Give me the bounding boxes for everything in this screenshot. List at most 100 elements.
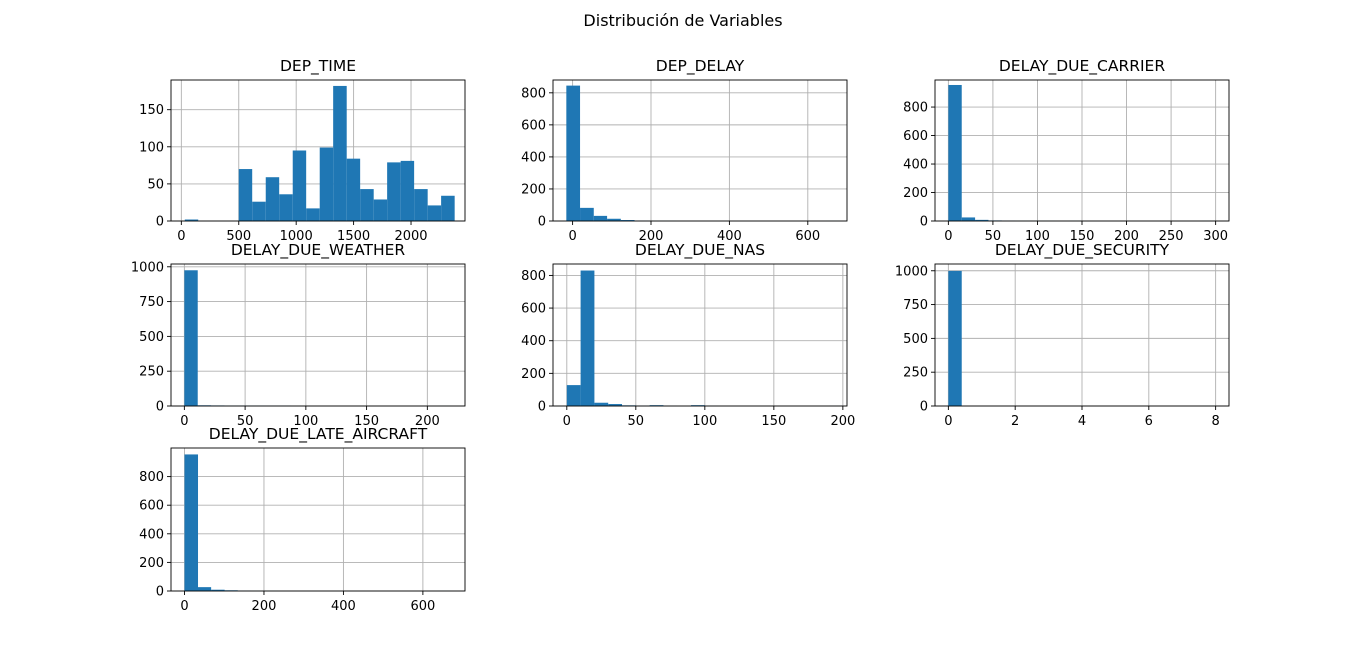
y-tick-label: 800 — [903, 101, 928, 116]
subplot-title: DELAY_DUE_WEATHER — [231, 241, 406, 260]
subplot-title: DEP_TIME — [280, 57, 356, 76]
histogram-bar — [580, 270, 595, 406]
y-tick-label: 400 — [521, 150, 546, 165]
histogram-bar — [400, 160, 415, 221]
y-tick-label: 500 — [139, 330, 164, 345]
x-tick-label: 0 — [944, 229, 952, 244]
subplot-title: DELAY_DUE_SECURITY — [995, 241, 1170, 260]
histogram-bar — [566, 385, 581, 406]
x-tick-label: 8 — [1211, 414, 1219, 429]
y-tick-label: 750 — [139, 295, 164, 310]
x-tick-label: 300 — [1203, 229, 1228, 244]
x-tick-label: 400 — [717, 229, 742, 244]
subplot-title: DELAY_DUE_NAS — [635, 241, 765, 260]
histogram-bar — [252, 201, 266, 221]
histogram-bar — [608, 404, 623, 406]
x-tick-label: 0 — [180, 414, 188, 429]
histogram-bar — [319, 147, 334, 221]
subplot-3: 0 50 100 150 200 250 300 0 200 400 600 800 DELAY_DUE… — [903, 57, 1230, 244]
x-tick-label: 50 — [628, 414, 645, 429]
y-tick-label: 800 — [521, 86, 546, 101]
x-tick-label: 200 — [1114, 229, 1139, 244]
histogram-bar — [184, 219, 199, 221]
x-tick-label: 0 — [568, 229, 576, 244]
histogram-bar — [238, 169, 253, 221]
x-tick-label: 0 — [177, 229, 185, 244]
y-tick-label: 200 — [521, 182, 546, 197]
x-tick-label: 1000 — [280, 229, 313, 244]
y-tick-label: 750 — [903, 298, 928, 313]
x-tick-label: 4 — [1078, 414, 1086, 429]
histogram-bar — [346, 158, 361, 221]
histogram-bar — [265, 177, 280, 221]
axes-frame — [170, 447, 466, 592]
x-tick-label: 100 — [692, 414, 717, 429]
x-tick-label: 50 — [985, 229, 1002, 244]
y-tick-label: 0 — [920, 215, 928, 230]
histogram-bar — [975, 219, 989, 221]
y-tick-label: 200 — [521, 367, 546, 382]
histogram-bar — [607, 218, 621, 221]
histogram-bar — [594, 402, 609, 406]
x-tick-label: 250 — [1159, 229, 1184, 244]
histogram-bar — [373, 199, 388, 221]
y-tick-label: 400 — [139, 527, 164, 542]
subplot-title: DEP_DELAY — [656, 57, 745, 76]
y-tick-label: 800 — [139, 470, 164, 485]
x-tick-label: 150 — [761, 414, 786, 429]
histogram-bar — [620, 220, 635, 221]
y-tick-label: 250 — [903, 366, 928, 381]
y-tick-label: 600 — [521, 302, 546, 317]
y-tick-label: 600 — [139, 499, 164, 514]
axes-frame — [552, 79, 848, 222]
histogram-bar — [184, 454, 199, 591]
y-tick-label: 0 — [538, 400, 546, 415]
x-tick-label: 2000 — [394, 229, 427, 244]
y-tick-label: 1000 — [131, 260, 164, 275]
x-tick-label: 1500 — [337, 229, 370, 244]
x-tick-label: 100 — [1025, 229, 1050, 244]
y-tick-label: 0 — [920, 400, 928, 415]
y-tick-label: 1000 — [895, 264, 928, 279]
y-tick-label: 50 — [147, 177, 164, 192]
x-tick-label: 200 — [639, 229, 664, 244]
y-tick-label: 400 — [903, 158, 928, 173]
histogram-bar — [580, 207, 594, 221]
y-tick-label: 200 — [903, 186, 928, 201]
histogram-bar — [360, 189, 374, 221]
y-tick-label: 400 — [521, 334, 546, 349]
histogram-bar — [961, 217, 976, 221]
x-tick-label: 0 — [180, 599, 188, 614]
histogram-bar — [333, 85, 347, 221]
histogram-bar — [414, 189, 428, 221]
histogram-bar — [211, 589, 225, 591]
x-tick-label: 600 — [410, 599, 435, 614]
y-tick-label: 600 — [903, 129, 928, 144]
x-tick-label: 2 — [1011, 414, 1019, 429]
x-tick-label: 6 — [1145, 414, 1153, 429]
histogram-bar — [198, 587, 212, 591]
x-tick-label: 200 — [830, 414, 855, 429]
histogram-bar — [387, 162, 401, 221]
axes-frame — [170, 263, 466, 407]
x-tick-label: 400 — [331, 599, 356, 614]
x-tick-label: 50 — [237, 414, 254, 429]
y-tick-label: 800 — [521, 269, 546, 284]
subplot-5: 0 50 100 150 200 0 200 400 600 800 DELAY_DUE_NAS — [521, 241, 855, 429]
x-tick-label: 150 — [1070, 229, 1095, 244]
subplot-6: 0 2 4 6 8 0 250 500 750 1000 DELAY_DUE_SECURITY — [895, 241, 1230, 429]
x-tick-label: 100 — [293, 414, 318, 429]
histogram-bar — [306, 208, 320, 221]
y-tick-label: 600 — [521, 118, 546, 133]
y-tick-label: 0 — [156, 585, 164, 600]
histogram-bar — [948, 270, 962, 406]
y-tick-label: 500 — [903, 332, 928, 347]
histogram-bar — [593, 215, 608, 221]
histogram-bar — [184, 270, 198, 406]
x-tick-label: 200 — [415, 414, 440, 429]
histogram-bar — [292, 150, 307, 221]
figure-title: Distribución de Variables — [583, 11, 782, 30]
subplot-2: 0 200 400 600 0 200 400 600 800 DEP_DELAY — [521, 57, 848, 244]
histogram-bar — [948, 84, 962, 221]
axes-frame — [170, 79, 466, 222]
